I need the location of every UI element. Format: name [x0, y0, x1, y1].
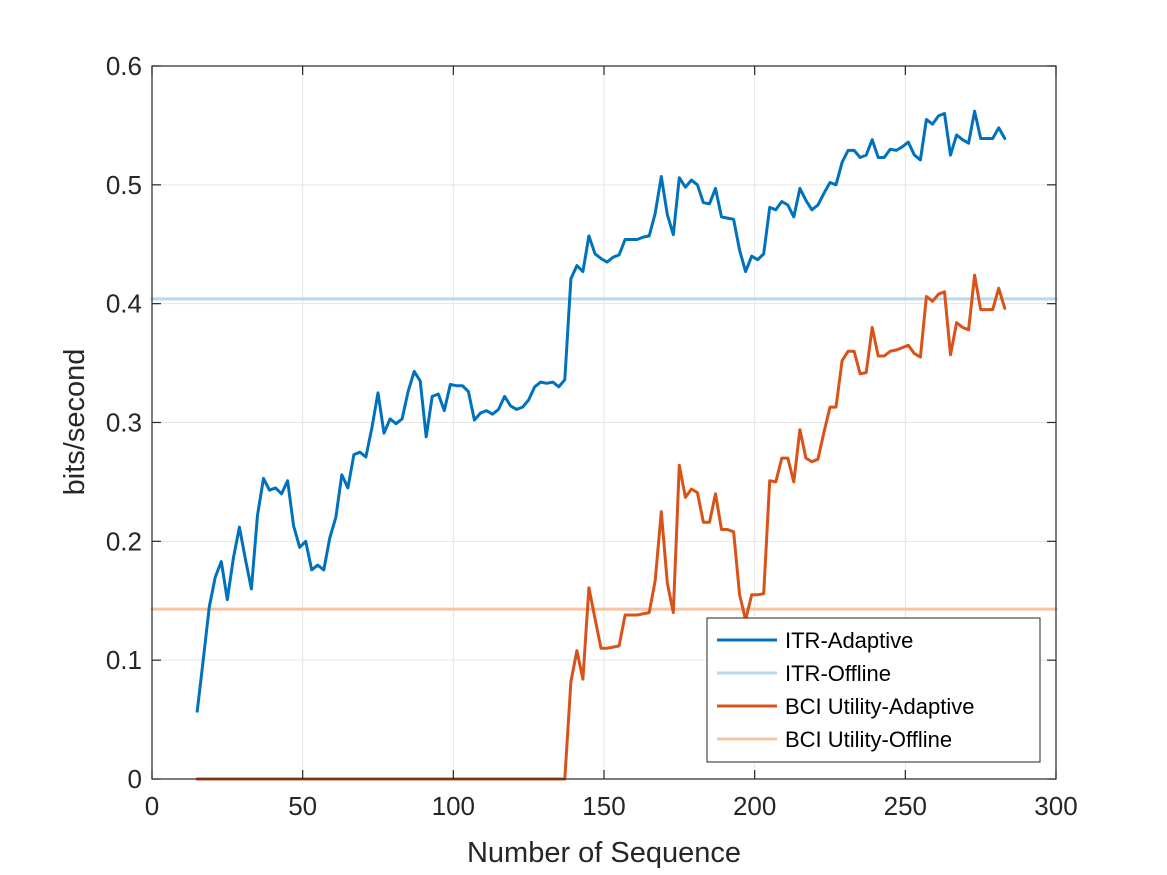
legend: ITR-Adaptive ITR-Offline BCI Utility-Adapt… — [706, 617, 1041, 763]
x-tick-label: 0 — [145, 791, 159, 821]
x-tick-label: 300 — [1034, 791, 1077, 821]
x-tick-label: 200 — [733, 791, 776, 821]
gridlines — [152, 66, 1056, 779]
x-tick-label: 100 — [432, 791, 475, 821]
y-tick-label: 0.3 — [106, 408, 142, 438]
y-axis-title: bits/second — [59, 349, 91, 496]
series-line-itr-adaptive — [195, 109, 1007, 713]
legend-label: BCI Utility-Offline — [785, 727, 952, 752]
y-tick-label: 0.4 — [106, 289, 142, 319]
x-axis-ticks: 0 50 100 150 200 250 300 — [145, 66, 1078, 821]
series-line-bci-utility-adaptive — [195, 273, 1007, 781]
y-tick-label: 0.6 — [106, 51, 142, 81]
series-lines — [150, 109, 1058, 781]
y-axis-ticks: 0 0.1 0.2 0.3 0.4 0.5 0.6 — [106, 51, 1056, 794]
x-tick-label: 150 — [582, 791, 625, 821]
x-tick-label: 50 — [288, 791, 317, 821]
y-tick-label: 0.5 — [106, 170, 142, 200]
y-tick-label: 0 — [128, 764, 142, 794]
legend-label: BCI Utility-Adaptive — [785, 694, 975, 719]
y-tick-label: 0.1 — [106, 645, 142, 675]
legend-label: ITR-Offline — [785, 661, 891, 686]
legend-label: ITR-Adaptive — [785, 628, 913, 653]
x-tick-label: 250 — [884, 791, 927, 821]
x-axis-title: Number of Sequence — [467, 837, 741, 869]
y-tick-label: 0.2 — [106, 526, 142, 556]
